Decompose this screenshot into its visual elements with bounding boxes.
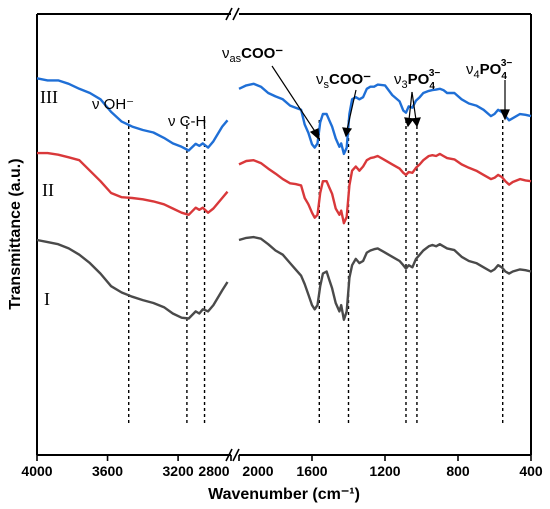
x-tick-label-2000: 2000 [242, 463, 273, 479]
series-group [36, 77, 532, 321]
arrow-vas-line [271, 65, 317, 134]
x-tick-label-3600: 3600 [92, 463, 123, 479]
v4-po-sup: 3− [501, 58, 513, 69]
v4-po: PO [480, 61, 502, 78]
series-III-line-1 [36, 77, 229, 152]
curve-labels: III II I [40, 87, 58, 309]
annotation-ch: ν C-H [168, 113, 206, 130]
arrow-vas-head [309, 128, 320, 141]
break-bottom-2 [232, 448, 240, 462]
x-tick-label-3200: 3200 [163, 463, 194, 479]
x-tick-label-400: 400 [519, 463, 543, 479]
arrow-vs-line [346, 89, 357, 131]
x-tick-labels: 4000 3600 3200 2800 2000 1600 1200 800 400 [21, 463, 542, 479]
annotation-v3-po4: ν3PO4 3− [394, 68, 440, 92]
break-top-2 [232, 7, 240, 21]
v3-nu: ν [394, 71, 402, 88]
curve-label-iii: III [40, 87, 58, 107]
x-ticks [36, 455, 532, 461]
annotation-vs-coo: νsCOO⁻ [316, 71, 371, 91]
v3-po-sub: 4 [429, 81, 435, 92]
arrow-v3a-head [404, 117, 415, 128]
v3-sub: 3 [402, 79, 408, 91]
plot-frame [36, 13, 532, 456]
series-III-line-2 [238, 82, 532, 156]
x-tick-label-1600: 1600 [296, 463, 327, 479]
v4-sub: 4 [474, 69, 480, 81]
annotation-v4-po4: ν4PO43− [466, 58, 512, 82]
arrow-v3b-line [411, 91, 417, 121]
x-tick-label-1200: 1200 [369, 463, 400, 479]
annotations: ν OH⁻ ν C-H νasCOO⁻ νsCOO⁻ ν3PO43− ν4PO4… [92, 45, 512, 141]
annotation-oh: ν OH⁻ [92, 96, 134, 113]
arrow-v4-head [500, 109, 510, 121]
curve-label-i: I [44, 289, 50, 309]
x-tick-label-4000: 4000 [21, 463, 52, 479]
series-I-line-1 [36, 238, 229, 320]
vs-nu: ν [316, 71, 324, 88]
reference-lines [128, 120, 504, 425]
vas-nu: ν [222, 45, 230, 62]
v4-nu: ν [466, 61, 474, 78]
vs-coo: COO⁻ [329, 71, 371, 88]
break-top-1 [225, 7, 233, 21]
series-I-line-2 [238, 235, 532, 321]
series-II-line-1 [37, 151, 229, 217]
v3-po-sup: 3− [429, 68, 441, 79]
curve-label-ii: II [42, 180, 54, 200]
annotation-arrows [271, 65, 510, 141]
y-axis-title: Transmittance (a.u.) [7, 158, 24, 309]
x-axis-title: Wavenumber (cm⁻¹) [208, 486, 360, 503]
series-II-line-2 [238, 152, 532, 225]
vas-coo: COO⁻ [241, 45, 283, 62]
vas-sub: as [230, 53, 242, 65]
arrow-v3a-line [408, 91, 413, 121]
break-bottom-1 [225, 448, 233, 462]
arrow-v3b-head [410, 117, 421, 128]
axis-break-marks [225, 7, 240, 462]
annotation-vas-coo: νasCOO⁻ [222, 45, 283, 65]
x-tick-label-2800: 2800 [198, 463, 229, 479]
v3-po: PO [408, 71, 430, 88]
arrow-vs-head [342, 127, 353, 138]
v4-po-sub: 4 [501, 71, 507, 82]
x-tick-label-800: 800 [446, 463, 470, 479]
vs-sub: s [324, 79, 330, 91]
